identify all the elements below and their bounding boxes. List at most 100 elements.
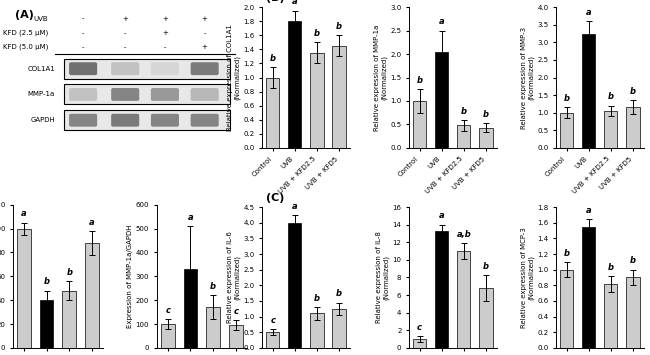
Bar <box>229 325 242 348</box>
Bar <box>413 101 426 148</box>
Bar <box>17 229 31 348</box>
Text: b: b <box>630 87 636 96</box>
Text: a: a <box>586 8 592 17</box>
Text: b: b <box>336 289 342 298</box>
Bar <box>626 108 640 148</box>
FancyBboxPatch shape <box>151 88 179 101</box>
Text: b: b <box>336 22 342 31</box>
Bar <box>288 223 302 348</box>
Text: a: a <box>188 213 193 222</box>
Text: +: + <box>162 30 168 36</box>
Text: -: - <box>82 30 85 36</box>
Bar <box>332 46 346 148</box>
Text: UVB: UVB <box>33 16 48 22</box>
Bar <box>604 111 617 148</box>
Bar <box>604 284 617 348</box>
Text: c: c <box>417 323 422 332</box>
Text: +: + <box>122 16 128 22</box>
Bar <box>161 324 175 348</box>
Text: a: a <box>586 206 592 214</box>
Text: (C): (C) <box>266 193 284 203</box>
Text: b: b <box>270 54 276 63</box>
Text: -: - <box>164 44 166 50</box>
Text: (B): (B) <box>266 0 285 3</box>
Text: -: - <box>82 16 85 22</box>
Bar <box>413 339 426 348</box>
Text: c: c <box>233 307 239 316</box>
Bar <box>479 288 493 348</box>
Bar <box>560 113 573 148</box>
Bar <box>310 53 324 148</box>
FancyBboxPatch shape <box>64 84 230 104</box>
FancyBboxPatch shape <box>69 62 97 75</box>
Text: b: b <box>314 294 320 303</box>
Bar <box>457 125 471 148</box>
Text: b: b <box>564 94 569 103</box>
Text: -: - <box>124 30 127 36</box>
Bar <box>310 313 324 348</box>
Text: a: a <box>89 218 95 226</box>
Text: +: + <box>202 16 207 22</box>
FancyBboxPatch shape <box>64 110 230 130</box>
FancyBboxPatch shape <box>111 88 139 101</box>
Text: a: a <box>292 202 298 211</box>
Y-axis label: Relative expression of MCP-3
(Normalized): Relative expression of MCP-3 (Normalized… <box>521 227 534 328</box>
Text: -: - <box>203 30 206 36</box>
Text: a: a <box>21 209 27 218</box>
Bar <box>457 251 471 348</box>
FancyBboxPatch shape <box>151 114 179 127</box>
Text: +: + <box>202 44 207 50</box>
Text: -: - <box>124 44 127 50</box>
Text: b: b <box>564 248 569 258</box>
Y-axis label: Relative expression of IL-6
(Normalized): Relative expression of IL-6 (Normalized) <box>227 231 240 323</box>
Text: b: b <box>210 282 216 291</box>
Bar <box>435 52 448 148</box>
Text: b: b <box>483 262 489 271</box>
Bar <box>62 291 76 348</box>
Bar <box>626 278 640 348</box>
Text: b: b <box>314 29 320 38</box>
FancyBboxPatch shape <box>69 114 97 127</box>
Text: a: a <box>439 17 445 26</box>
Y-axis label: Relative expression of IL-8
(Normalized): Relative expression of IL-8 (Normalized) <box>376 231 389 323</box>
Text: b: b <box>630 256 636 266</box>
Bar <box>582 226 595 348</box>
Text: b: b <box>608 92 614 102</box>
Text: a: a <box>439 212 445 220</box>
Bar <box>266 77 280 148</box>
Text: b: b <box>461 106 467 115</box>
Bar <box>184 269 197 348</box>
FancyBboxPatch shape <box>111 62 139 75</box>
FancyBboxPatch shape <box>69 88 97 101</box>
Y-axis label: Relative expression of MMP-3
(Normalized): Relative expression of MMP-3 (Normalized… <box>521 27 534 129</box>
Bar <box>266 332 280 348</box>
Text: KFD (2.5 μM): KFD (2.5 μM) <box>3 29 48 36</box>
Text: a: a <box>292 0 298 6</box>
Bar <box>560 270 573 348</box>
FancyBboxPatch shape <box>64 59 230 79</box>
Text: a,b: a,b <box>456 230 471 239</box>
Bar <box>85 243 99 348</box>
Text: b: b <box>44 277 49 286</box>
Bar <box>40 300 53 348</box>
FancyBboxPatch shape <box>111 114 139 127</box>
Text: -: - <box>82 44 85 50</box>
Text: GAPDH: GAPDH <box>31 117 55 123</box>
Text: KFD (5.0 μM): KFD (5.0 μM) <box>3 44 48 50</box>
Bar <box>206 307 220 348</box>
Bar <box>435 231 448 348</box>
Bar <box>582 33 595 148</box>
Bar <box>288 21 302 148</box>
Text: b: b <box>483 110 489 119</box>
Text: c: c <box>270 316 275 325</box>
FancyBboxPatch shape <box>190 88 218 101</box>
FancyBboxPatch shape <box>190 114 218 127</box>
Text: +: + <box>162 16 168 22</box>
FancyBboxPatch shape <box>151 62 179 75</box>
Y-axis label: Expression of MMP-1a/GAPDH: Expression of MMP-1a/GAPDH <box>127 225 133 328</box>
Text: COL1A1: COL1A1 <box>27 66 55 72</box>
Text: b: b <box>417 76 423 85</box>
FancyBboxPatch shape <box>190 62 218 75</box>
Bar <box>332 309 346 348</box>
Y-axis label: Relative expression of MMP-1a
(Normalized): Relative expression of MMP-1a (Normalize… <box>374 24 387 131</box>
